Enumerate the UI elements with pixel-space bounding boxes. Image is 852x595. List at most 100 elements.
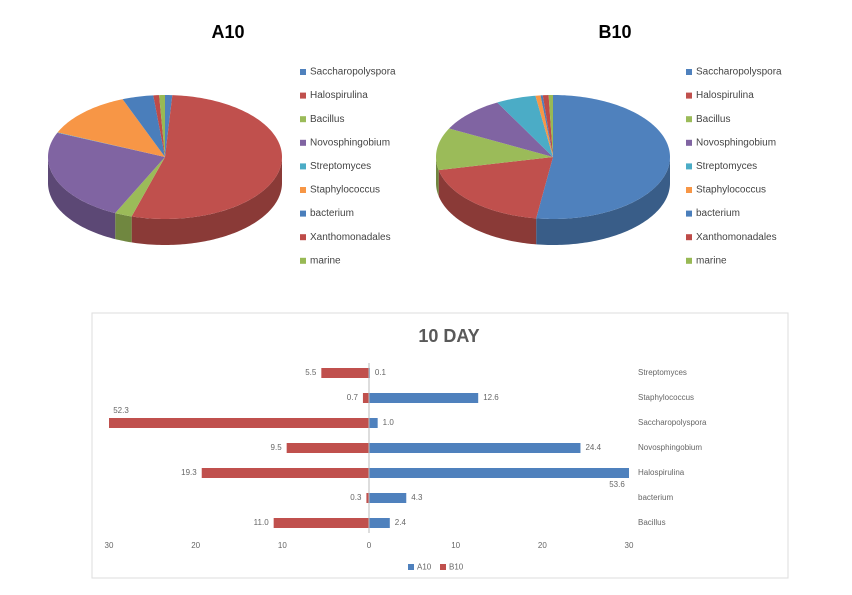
pie-slice: [548, 95, 553, 157]
legend-marker: [686, 163, 692, 170]
plot-area: [109, 368, 629, 528]
x-tick-label: 10: [451, 541, 460, 550]
bar: [362, 393, 369, 403]
legend-label: Streptomyces: [696, 161, 757, 172]
bar: [366, 493, 369, 503]
pie-slice: [438, 157, 553, 219]
y-tick-label: bacterium: [638, 493, 673, 502]
legend-label: Streptomyces: [310, 161, 371, 172]
y-tick-label: Staphylococcus: [638, 393, 694, 402]
data-label: 24.4: [585, 443, 601, 452]
data-label: 2.4: [395, 518, 407, 527]
chart-title: 10 DAY: [418, 326, 479, 346]
slice-side: [438, 170, 537, 245]
bar: [273, 518, 369, 528]
legend-label: Novosphingobium: [696, 137, 776, 148]
legend-label: Bacillus: [310, 114, 344, 125]
bar: [369, 443, 581, 453]
legend-marker: [686, 187, 692, 193]
x-tick-label: 20: [191, 541, 200, 550]
legend-label: Bacillus: [696, 114, 730, 125]
pie-slice: [449, 102, 553, 157]
legend-label: marine: [696, 255, 727, 266]
data-label: 11.0: [254, 518, 270, 527]
pie-slice: [131, 95, 282, 219]
data-label: 4.3: [411, 493, 423, 502]
x-tick-label: 0: [367, 541, 372, 550]
y-tick-label: Novosphingobium: [638, 443, 702, 452]
data-label: 1.0: [383, 418, 395, 427]
pie-slice: [497, 95, 553, 157]
legend-marker: [300, 139, 306, 146]
legend-marker: [300, 92, 306, 99]
legend-marker: [686, 257, 692, 264]
bar: [369, 393, 479, 403]
legend-marker: [300, 69, 306, 75]
slice-side: [436, 157, 439, 197]
legend-marker: [440, 564, 446, 570]
pie-slice: [535, 95, 553, 157]
data-label: 0.7: [347, 393, 359, 402]
bar: [286, 443, 369, 453]
data-label: 52.3: [113, 406, 129, 415]
data-label: 0.1: [375, 368, 387, 377]
legend-marker: [300, 234, 306, 241]
legend-marker: [686, 69, 692, 75]
data-label: 53.6: [609, 480, 625, 489]
legend-label: Halospirulina: [310, 90, 368, 101]
bar: [201, 468, 369, 478]
bar: [369, 518, 390, 528]
legend-label: bacterium: [310, 208, 354, 219]
legend-label: Xanthomonadales: [310, 232, 391, 243]
legend-marker: [300, 187, 306, 193]
chart-frame: [91, 312, 789, 579]
slice-side: [48, 157, 116, 240]
y-tick-label: Halospirulina: [638, 468, 685, 477]
x-tick-label: 30: [105, 541, 114, 550]
y-tick-label: Saccharopolyspora: [638, 418, 707, 427]
legend-label: marine: [310, 255, 341, 266]
legend-label: Xanthomonadales: [696, 232, 777, 243]
legend-marker: [408, 564, 414, 570]
slice-side: [131, 157, 282, 245]
legend-label: A10: [417, 563, 432, 572]
legend-label: Staphylococcus: [696, 185, 766, 196]
data-label: 19.3: [181, 468, 197, 477]
slice-side: [115, 213, 132, 243]
legend-marker: [686, 139, 692, 146]
pie-slice: [159, 95, 165, 157]
x-tick-label: 10: [278, 541, 287, 550]
legend-label: Staphylococcus: [310, 185, 380, 196]
x-tick-label: 30: [625, 541, 634, 550]
pie-slice: [57, 132, 166, 157]
bar: [109, 418, 369, 428]
bar: [369, 418, 378, 428]
legend-label: bacterium: [696, 208, 740, 219]
pie-slice: [153, 95, 165, 157]
data-label: 12.6: [483, 393, 499, 402]
bar: [369, 493, 407, 503]
legend-label: Halospirulina: [696, 90, 754, 101]
bar: [321, 368, 369, 378]
slice-side: [536, 157, 670, 245]
legend-label: Saccharopolyspora: [696, 67, 782, 78]
pie-slice: [540, 95, 553, 157]
data-label: 0.3: [350, 493, 362, 502]
chart-title: B10: [598, 22, 631, 42]
pie-slice: [542, 95, 553, 157]
legend-marker: [686, 210, 692, 217]
legend-marker: [300, 210, 306, 217]
legend-marker: [686, 92, 692, 99]
legend-marker: [686, 234, 692, 241]
pie-slice: [122, 95, 165, 157]
y-tick-label: Bacillus: [638, 518, 666, 527]
y-tick-label: Streptomyces: [638, 368, 687, 377]
legend-label: B10: [449, 563, 464, 572]
data-label: 5.5: [305, 368, 317, 377]
legend-label: Novosphingobium: [310, 137, 390, 148]
data-label: 9.5: [271, 443, 283, 452]
bar: [369, 468, 629, 478]
legend-marker: [300, 116, 306, 123]
